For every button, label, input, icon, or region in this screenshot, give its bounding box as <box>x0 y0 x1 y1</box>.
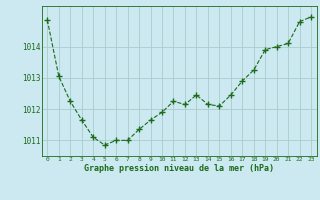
X-axis label: Graphe pression niveau de la mer (hPa): Graphe pression niveau de la mer (hPa) <box>84 164 274 173</box>
